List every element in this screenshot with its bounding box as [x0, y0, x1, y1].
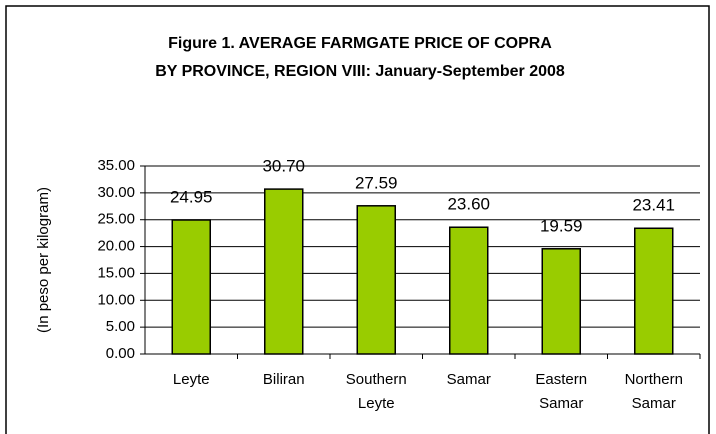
- frame: [5, 5, 710, 434]
- chart-title: BY PROVINCE, REGION VIII: January-Septem…: [155, 63, 565, 80]
- bar: [264, 188, 304, 355]
- data-label: 23.60: [447, 195, 490, 214]
- chart-title: Figure 1. AVERAGE FARMGATE PRICE OF COPR…: [168, 35, 552, 52]
- x-tick-label: Samar: [447, 371, 491, 388]
- y-tick-label: 15.00: [97, 264, 135, 281]
- y-tick-label: 5.00: [106, 318, 135, 335]
- bar: [634, 227, 674, 355]
- x-tick-label: Eastern Samar: [535, 371, 587, 412]
- data-label: 24.95: [170, 187, 213, 206]
- bar: [541, 248, 581, 355]
- bar: [449, 226, 489, 355]
- y-tick-label: 30.00: [97, 184, 135, 201]
- data-label: 19.59: [540, 216, 583, 235]
- data-label: 27.59: [355, 173, 398, 192]
- bar: [171, 219, 211, 355]
- y-tick-label: 20.00: [97, 238, 135, 255]
- y-tick-label: 35.00: [97, 157, 135, 174]
- y-tick-label: 10.00: [97, 291, 135, 308]
- data-label: 23.41: [632, 196, 675, 215]
- bar: [356, 205, 396, 355]
- x-tick-label: Northern Samar: [625, 371, 683, 412]
- x-tick-label: Biliran: [263, 371, 305, 388]
- x-tick-label: Leyte: [173, 371, 210, 388]
- y-axis-label: (In peso per kilogram): [35, 187, 52, 333]
- y-tick-label: 25.00: [97, 211, 135, 228]
- y-tick-label: 0.00: [106, 345, 135, 362]
- x-tick-label: Southern Leyte: [346, 371, 407, 412]
- data-label: 30.70: [262, 157, 305, 176]
